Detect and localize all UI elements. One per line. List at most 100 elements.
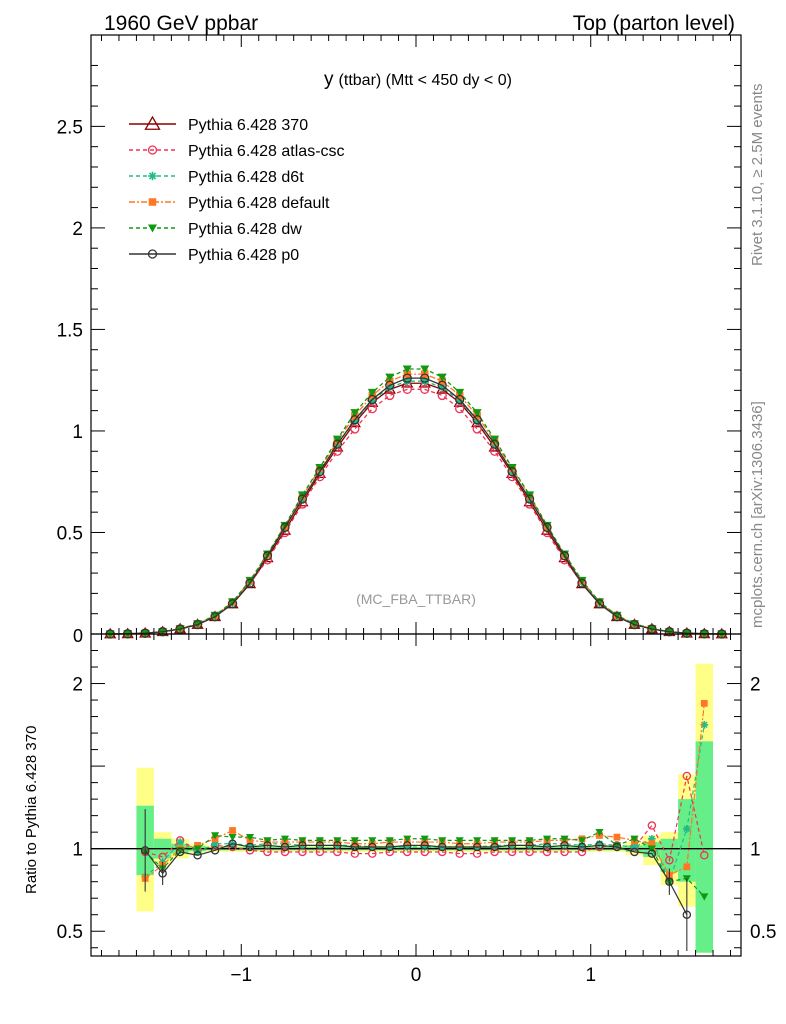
data-point xyxy=(420,365,430,374)
ratio-data-point xyxy=(577,842,587,852)
header-left: 1960 GeV ppbar xyxy=(104,12,258,35)
legend-label: Pythia 6.428 p0 xyxy=(188,247,299,264)
ratio-data-point xyxy=(280,842,290,852)
ratio-y-tick-label-right: 0.5 xyxy=(750,922,776,943)
ratio-data-point xyxy=(298,837,307,845)
data-point xyxy=(350,409,360,418)
data-point xyxy=(647,624,657,634)
ratio-data-point xyxy=(473,837,482,845)
ratio-data-point xyxy=(630,835,639,843)
ratio-y-tick-label: 1 xyxy=(72,840,83,861)
legend-marker xyxy=(148,171,157,181)
ratio-data-point xyxy=(368,837,377,845)
ratio-series-line xyxy=(144,831,705,897)
ratio-series-4 xyxy=(141,829,709,901)
ratio-data-point xyxy=(577,837,587,845)
ratio-series-2 xyxy=(141,720,709,886)
ratio-data-point xyxy=(630,847,639,857)
ratio-data-point xyxy=(647,821,657,830)
data-point xyxy=(437,373,447,382)
ratio-data-point xyxy=(315,841,325,850)
ratio-y-tick-label: 0.5 xyxy=(57,922,83,943)
ratio-band-green xyxy=(695,741,714,953)
ratio-ylabel: Ratio to Pythia 6.428 370 xyxy=(23,726,40,894)
ratio-plot: −1 0 1 0.5 0.5 1 1 2 2 xyxy=(57,633,776,986)
ratio-data-point xyxy=(228,833,237,842)
data-point xyxy=(437,380,447,390)
ratio-data-point xyxy=(315,837,324,845)
data-point xyxy=(367,388,377,397)
data-point xyxy=(612,612,622,622)
rivet-label: Rivet 3.1.10, ≥ 2.5M events xyxy=(749,84,766,267)
ratio-data-point xyxy=(560,835,569,843)
ratio-data-point xyxy=(647,849,657,858)
ratio-data-point xyxy=(437,842,447,852)
data-point xyxy=(577,578,587,588)
data-point xyxy=(385,373,395,382)
ratio-data-point xyxy=(194,841,201,849)
ratio-data-point xyxy=(595,841,604,850)
series-5 xyxy=(105,373,727,639)
data-point xyxy=(402,365,412,374)
ratio-data-point xyxy=(595,829,604,837)
x-tick-label: −1 xyxy=(230,965,252,986)
ratio-data-point xyxy=(542,842,552,852)
ratio-data-point xyxy=(490,837,499,845)
ratio-series-line xyxy=(144,843,688,915)
main-plot: 0.5 1 1.5 2 2.5 xyxy=(57,34,742,639)
data-point xyxy=(489,439,500,449)
ratio-data-point xyxy=(455,842,464,852)
data-point xyxy=(455,394,465,405)
ratio-data-point xyxy=(298,841,307,850)
legend: Pythia 6.428 370 Pythia 6.428 atlas-csc Py… xyxy=(129,115,345,264)
ratio-data-point xyxy=(245,842,255,852)
ratio-data-point xyxy=(176,838,184,846)
ratio-data-point xyxy=(700,699,708,707)
y-tick-label: 1 xyxy=(72,422,83,443)
ratio-data-point xyxy=(403,835,412,843)
ratio-data-point xyxy=(525,837,534,845)
data-point xyxy=(472,415,482,425)
ratio-data-point xyxy=(420,841,429,850)
legend-item: Pythia 6.428 default xyxy=(129,195,330,212)
ratio-data-point xyxy=(508,837,517,845)
data-point xyxy=(157,627,168,637)
main-plot-title: y (ttbar) (Mtt < 450 dy < 0) xyxy=(324,69,512,90)
legend-item: Pythia 6.428 atlas-csc xyxy=(129,143,345,160)
data-point xyxy=(245,578,255,588)
data-point xyxy=(507,466,517,477)
ratio-data-point xyxy=(542,835,552,843)
data-point xyxy=(210,612,220,622)
ratio-data-point xyxy=(542,847,552,857)
ratio-data-point xyxy=(229,827,236,834)
ratio-data-point xyxy=(613,833,621,841)
legend-marker xyxy=(148,224,157,233)
data-point xyxy=(472,409,482,418)
data-point xyxy=(367,403,377,414)
header-right: Top (parton level) xyxy=(573,12,735,35)
ratio-data-point xyxy=(211,832,220,840)
data-point xyxy=(297,494,308,504)
ratio-y-tick-label: 2 xyxy=(72,675,83,696)
data-point xyxy=(350,415,360,425)
legend-label: Pythia 6.428 dw xyxy=(188,221,302,238)
ratio-data-point xyxy=(175,847,185,857)
mcplots-label: mcplots.cern.ch [arXiv:1306.3436] xyxy=(749,401,766,628)
main-y-zero-label: 0 xyxy=(73,626,83,646)
ratio-data-point xyxy=(350,837,359,845)
ratio-data-point xyxy=(403,841,412,850)
ratio-data-point xyxy=(682,771,692,781)
data-point xyxy=(437,390,447,401)
ratio-data-point xyxy=(263,837,272,845)
legend-item: Pythia 6.428 370 xyxy=(129,115,308,134)
ratio-data-point xyxy=(648,840,656,848)
legend-item: Pythia 6.428 dw xyxy=(129,221,302,238)
data-point xyxy=(542,522,552,533)
data-point xyxy=(682,628,692,638)
ratio-data-point xyxy=(683,825,691,833)
ratio-data-point xyxy=(700,851,709,860)
y-tick-label: 2 xyxy=(72,219,83,240)
ratio-data-point xyxy=(612,842,622,852)
ratio-data-point xyxy=(193,845,202,853)
ratio-y-tick-label-right: 1 xyxy=(750,840,761,861)
